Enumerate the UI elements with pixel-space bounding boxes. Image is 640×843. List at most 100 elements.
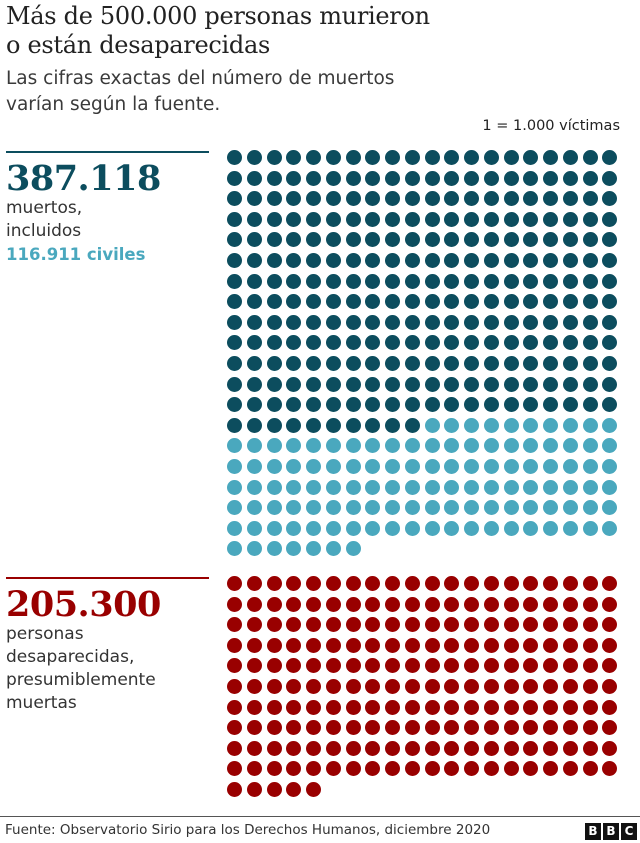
waffle-dot xyxy=(543,479,558,495)
waffle-dot xyxy=(345,294,361,310)
waffle-dot xyxy=(483,459,499,474)
waffle-dot xyxy=(306,617,321,633)
waffle-dot xyxy=(365,761,381,777)
waffle-dot xyxy=(523,170,539,186)
waffle-dot xyxy=(424,376,440,392)
waffle-dot xyxy=(385,761,400,777)
waffle-dot xyxy=(246,150,262,165)
waffle-dot xyxy=(483,150,499,165)
waffle-dot xyxy=(562,617,578,633)
waffle-dot xyxy=(365,637,381,653)
waffle-dot xyxy=(523,479,539,495)
waffle-dot xyxy=(543,211,558,227)
waffle-dot xyxy=(523,720,539,736)
waffle-dot xyxy=(523,397,539,413)
waffle-dot xyxy=(464,596,479,612)
waffle-dot xyxy=(325,211,341,227)
waffle-dot xyxy=(404,720,420,736)
waffle-dot xyxy=(365,500,381,516)
waffle-dot xyxy=(404,335,420,351)
waffle-dot xyxy=(246,637,262,653)
waffle-dot xyxy=(385,438,400,454)
waffle-dot xyxy=(444,637,460,653)
waffle-dot xyxy=(444,520,460,536)
waffle-dot xyxy=(444,335,460,351)
waffle-dot xyxy=(444,376,460,392)
waffle-dot xyxy=(523,232,539,248)
missing-label-block: 205.300 personas desaparecidas, presumib… xyxy=(6,577,211,715)
waffle-dot xyxy=(365,170,381,186)
waffle-dot xyxy=(385,520,400,536)
waffle-dot xyxy=(365,314,381,330)
waffle-dot xyxy=(464,459,479,474)
waffle-dot xyxy=(523,191,539,207)
waffle-dot xyxy=(325,720,341,736)
waffle-dot xyxy=(227,376,242,392)
waffle-dot xyxy=(523,596,539,612)
waffle-dot xyxy=(306,191,321,207)
waffle-dot xyxy=(325,232,341,248)
waffle-dot xyxy=(227,438,242,454)
waffle-dot xyxy=(266,376,282,392)
waffle-dot xyxy=(582,699,598,715)
deaths-label-block: 387.118 muertos, incluidos 116.911 civil… xyxy=(6,151,211,266)
waffle-dot xyxy=(523,356,539,371)
waffle-dot xyxy=(523,500,539,516)
missing-desc-line-1: personas desaparecidas, xyxy=(6,624,135,667)
waffle-dot xyxy=(503,740,519,756)
waffle-dot xyxy=(266,679,282,694)
waffle-dot xyxy=(523,253,539,268)
waffle-dot xyxy=(325,699,341,715)
waffle-dot xyxy=(523,740,539,756)
waffle-dot xyxy=(503,438,519,454)
waffle-dot xyxy=(404,576,420,591)
waffle-dot xyxy=(286,397,302,413)
waffle-dot xyxy=(543,335,558,351)
waffle-dot xyxy=(325,397,341,413)
waffle-dot xyxy=(503,170,519,186)
waffle-dot xyxy=(227,397,242,413)
waffle-dot xyxy=(385,617,400,633)
waffle-dot xyxy=(306,541,321,557)
waffle-dot xyxy=(345,699,361,715)
waffle-dot xyxy=(523,211,539,227)
waffle-dot xyxy=(227,500,242,516)
waffle-dot xyxy=(562,459,578,474)
waffle-dot xyxy=(345,314,361,330)
waffle-dot xyxy=(424,191,440,207)
waffle-dot xyxy=(385,335,400,351)
waffle-dot xyxy=(582,417,598,433)
waffle-dot xyxy=(246,699,262,715)
waffle-dot xyxy=(543,294,558,310)
waffle-dot xyxy=(483,314,499,330)
waffle-dot xyxy=(602,576,618,591)
waffle-dot xyxy=(464,637,479,653)
waffle-dot xyxy=(404,356,420,371)
waffle-dot xyxy=(325,273,341,289)
waffle-dot xyxy=(365,720,381,736)
waffle-dot xyxy=(365,253,381,268)
waffle-dot xyxy=(266,253,282,268)
waffle-dot xyxy=(503,376,519,392)
waffle-dot xyxy=(483,699,499,715)
waffle-dot xyxy=(306,376,321,392)
waffle-dot xyxy=(345,576,361,591)
waffle-dot xyxy=(365,417,381,433)
waffle-dot xyxy=(246,211,262,227)
waffle-dot xyxy=(345,479,361,495)
waffle-dot xyxy=(503,253,519,268)
waffle-dot xyxy=(483,658,499,674)
waffle-dot xyxy=(306,479,321,495)
waffle-dot xyxy=(404,658,420,674)
waffle-dot xyxy=(325,253,341,268)
waffle-dot xyxy=(464,679,479,694)
waffle-dot xyxy=(266,273,282,289)
waffle-dot xyxy=(246,617,262,633)
waffle-dot xyxy=(385,500,400,516)
waffle-dot xyxy=(582,397,598,413)
waffle-dot xyxy=(444,699,460,715)
waffle-dot xyxy=(345,170,361,186)
waffle-dot xyxy=(464,294,479,310)
waffle-dot xyxy=(365,617,381,633)
waffle-dot xyxy=(246,417,262,433)
